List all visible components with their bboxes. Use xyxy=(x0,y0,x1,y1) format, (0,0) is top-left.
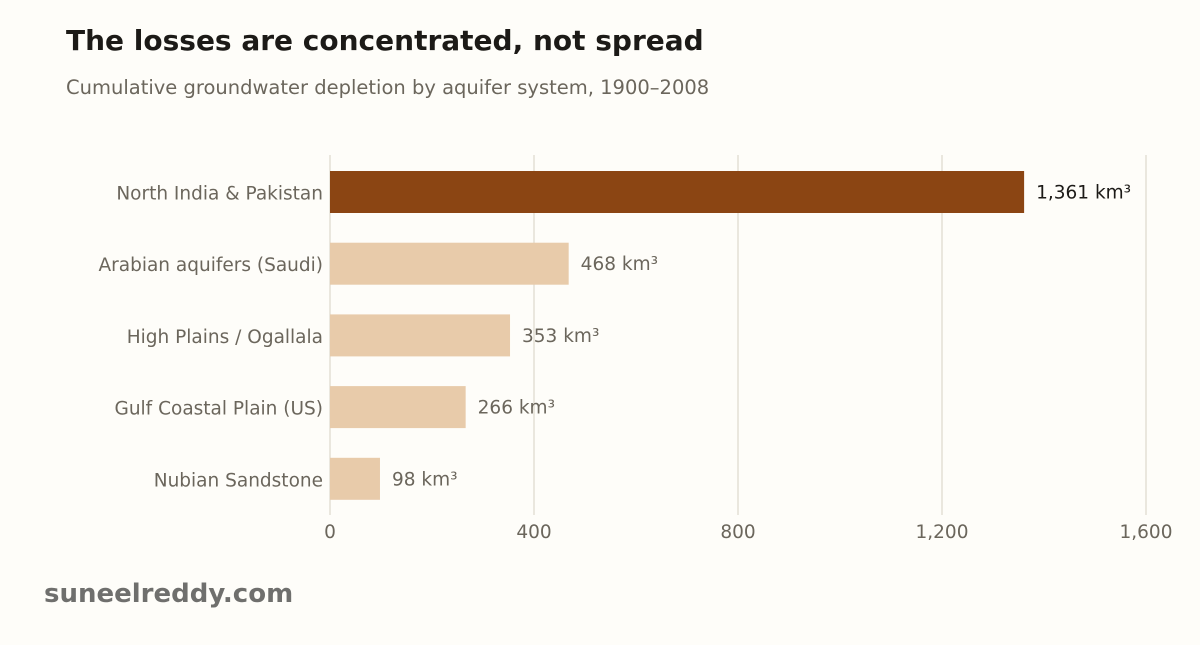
chart-title: The losses are concentrated, not spread xyxy=(66,24,704,57)
bar-chart: 0 400 800 1,200 1,600 North India & Pakistan 1… xyxy=(98,155,1173,543)
value-label: 1,361 km³ xyxy=(1036,183,1131,204)
x-tick-label: 400 xyxy=(516,522,551,543)
value-label: 468 km³ xyxy=(581,254,658,275)
source-watermark: suneelreddy.com xyxy=(44,579,294,609)
chart-subtitle: Cumulative groundwater depletion by aqui… xyxy=(66,76,710,99)
x-tick-label: 800 xyxy=(720,522,755,543)
bar xyxy=(330,386,466,429)
bar xyxy=(330,457,380,500)
category-label: Nubian Sandstone xyxy=(154,470,323,491)
category-label: High Plains / Ogallala xyxy=(127,327,323,348)
bar xyxy=(330,171,1025,213)
bar xyxy=(330,314,511,357)
category-label: North India & Pakistan xyxy=(116,184,323,205)
x-tick-label: 1,600 xyxy=(1120,522,1173,543)
x-tick-label: 0 xyxy=(324,522,336,543)
bar xyxy=(330,242,569,285)
value-label: 353 km³ xyxy=(522,326,599,347)
value-label: 266 km³ xyxy=(478,398,555,419)
category-label: Gulf Coastal Plain (US) xyxy=(114,399,323,420)
category-label: Arabian aquifers (Saudi) xyxy=(98,255,323,276)
value-label: 98 km³ xyxy=(392,469,458,490)
x-tick-label: 1,200 xyxy=(916,522,969,543)
